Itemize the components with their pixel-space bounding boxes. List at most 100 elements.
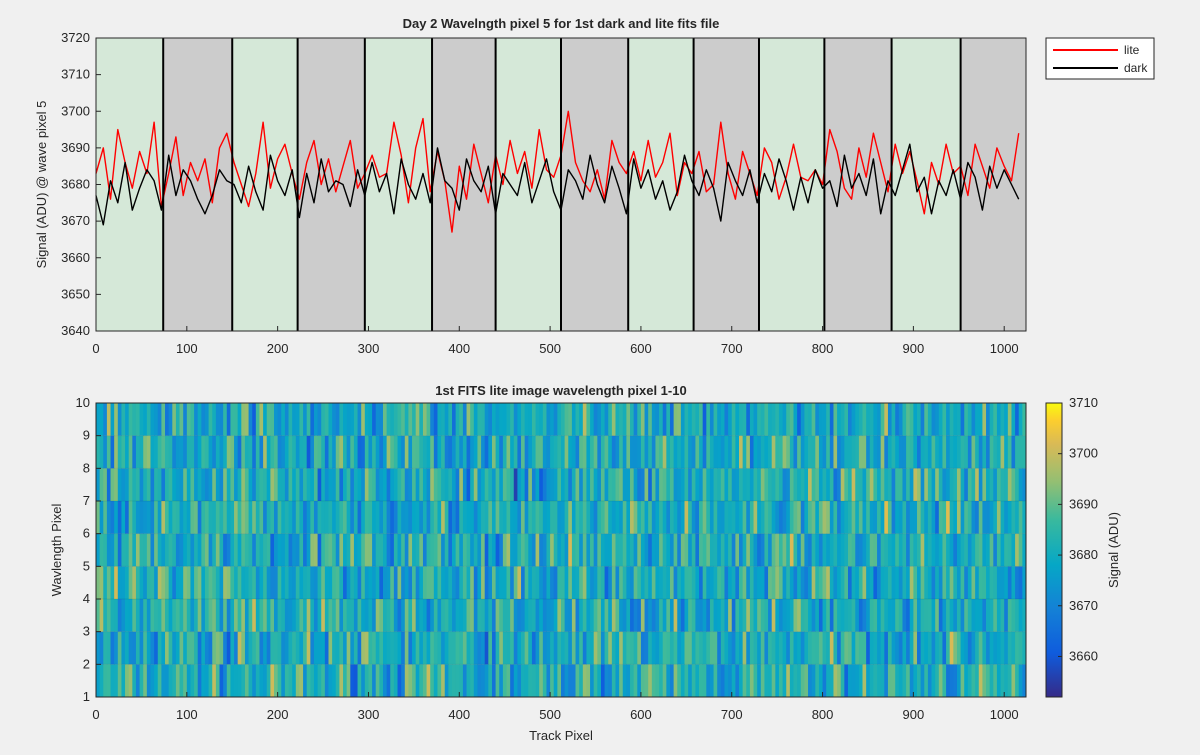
heatmap-cell: [840, 631, 845, 665]
heatmap-cell: [917, 566, 922, 599]
heatmap-cell: [880, 501, 885, 534]
heatmap-cell: [822, 664, 827, 697]
heatmap-cell: [404, 468, 409, 501]
heatmap-cell: [281, 599, 286, 632]
heatmap-cell: [946, 501, 951, 534]
heatmap-cell: [266, 501, 271, 534]
heatmap-cell: [444, 599, 449, 632]
heatmap-cell: [419, 403, 424, 436]
heatmap-cell: [626, 501, 631, 534]
heatmap-cell: [393, 468, 398, 501]
heatmap-cell: [528, 566, 533, 599]
heatmap-cell: [401, 435, 406, 469]
heatmap-cell: [452, 501, 457, 534]
heatmap-cell: [619, 501, 624, 534]
heatmap-cell: [561, 631, 566, 665]
heatmap-cell: [739, 631, 744, 665]
heatmap-cell: [215, 468, 220, 501]
heatmap-cell: [808, 501, 813, 534]
heatmap-cell: [996, 599, 1001, 632]
heatmap-cell: [281, 664, 286, 697]
heatmap-cell: [669, 468, 675, 501]
heatmap-cell: [717, 435, 722, 469]
heatmap-cell: [597, 468, 602, 501]
heatmap-cell: [237, 501, 242, 534]
heatmap-cell: [495, 501, 500, 534]
heatmap-cell: [866, 566, 871, 599]
heatmap-cell: [197, 631, 202, 665]
heatmap-cell: [884, 468, 889, 501]
heatmap-cell: [208, 664, 213, 697]
heatmap-cell: [688, 403, 693, 436]
heatmap-cell: [415, 501, 420, 534]
heatmap-cell: [622, 468, 627, 501]
heatmap-cell: [677, 566, 682, 599]
heatmap-cell: [208, 566, 213, 599]
heatmap-cell: [263, 403, 268, 436]
heatmap-cell: [183, 599, 188, 632]
heatmap-cell: [728, 468, 733, 501]
heatmap-cell: [186, 631, 191, 665]
heatmap-cell: [709, 664, 714, 697]
heatmap-cell: [873, 403, 878, 436]
heatmap-cell: [626, 664, 631, 697]
heatmap-cell: [600, 566, 605, 599]
heatmap-cell: [542, 435, 547, 469]
heatmap-cell: [615, 468, 620, 501]
heatmap-cell: [553, 631, 558, 665]
heatmap-cell: [742, 501, 747, 534]
heatmap-cell: [313, 566, 318, 599]
heatmap-cell: [510, 435, 515, 469]
heatmap-cell: [858, 599, 863, 632]
heatmap-cell: [517, 435, 522, 469]
heatmap-cell: [204, 631, 210, 665]
heatmap-cell: [295, 566, 300, 599]
heatmap-cell: [441, 599, 446, 632]
heatmap-cell: [862, 566, 867, 599]
heatmap-cell: [230, 664, 235, 697]
heatmap-cell: [459, 599, 464, 632]
heatmap-cell: [154, 403, 159, 436]
heatmap-cell: [408, 468, 413, 501]
heatmap-cell: [713, 501, 718, 534]
heatmap-cell: [328, 501, 333, 534]
heatmap-cell: [956, 599, 962, 632]
heatmap-cell: [357, 664, 362, 697]
heatmap-cell: [357, 403, 362, 436]
heatmap-cell: [404, 599, 409, 632]
heatmap-cell: [263, 533, 268, 567]
heatmap-cell: [412, 631, 417, 665]
heatmap-cell: [372, 435, 377, 469]
heatmap-cell: [455, 533, 460, 567]
heatmap-cell: [433, 566, 438, 599]
heatmap-cell: [760, 664, 765, 697]
heatmap-cell: [902, 468, 907, 501]
heatmap-cell: [310, 468, 315, 501]
heatmap-cell: [662, 403, 667, 436]
heatmap-cell: [495, 566, 500, 599]
heatmap-cell: [542, 403, 547, 436]
heatmap-cell: [561, 566, 566, 599]
heatmap-cell: [837, 664, 842, 697]
heatmap-cell: [902, 403, 907, 436]
heatmap-cell: [244, 435, 249, 469]
heatmap-cell: [306, 468, 311, 501]
heatmap-cell: [488, 403, 493, 436]
heatmap-cell: [630, 599, 635, 632]
heatmap-cell: [597, 501, 602, 534]
bottom-heatmap-plot: 1st FITS lite image wavelength pixel 1-1…: [49, 383, 1121, 743]
heatmap-cell: [887, 403, 892, 436]
heatmap-cell: [648, 501, 653, 534]
heatmap-cell: [139, 631, 144, 665]
heatmap-cell: [481, 566, 486, 599]
heatmap-cell: [259, 403, 264, 436]
heatmap-cell: [760, 599, 765, 632]
heatmap-cell: [219, 501, 224, 534]
heatmap-cell: [179, 403, 184, 436]
heatmap-cell: [742, 599, 747, 632]
heatmap-cell: [150, 533, 155, 567]
heatmap-cell: [361, 599, 366, 632]
heatmap-cell: [132, 468, 137, 501]
heatmap-cell: [739, 533, 744, 567]
heatmap-cell: [241, 501, 246, 534]
